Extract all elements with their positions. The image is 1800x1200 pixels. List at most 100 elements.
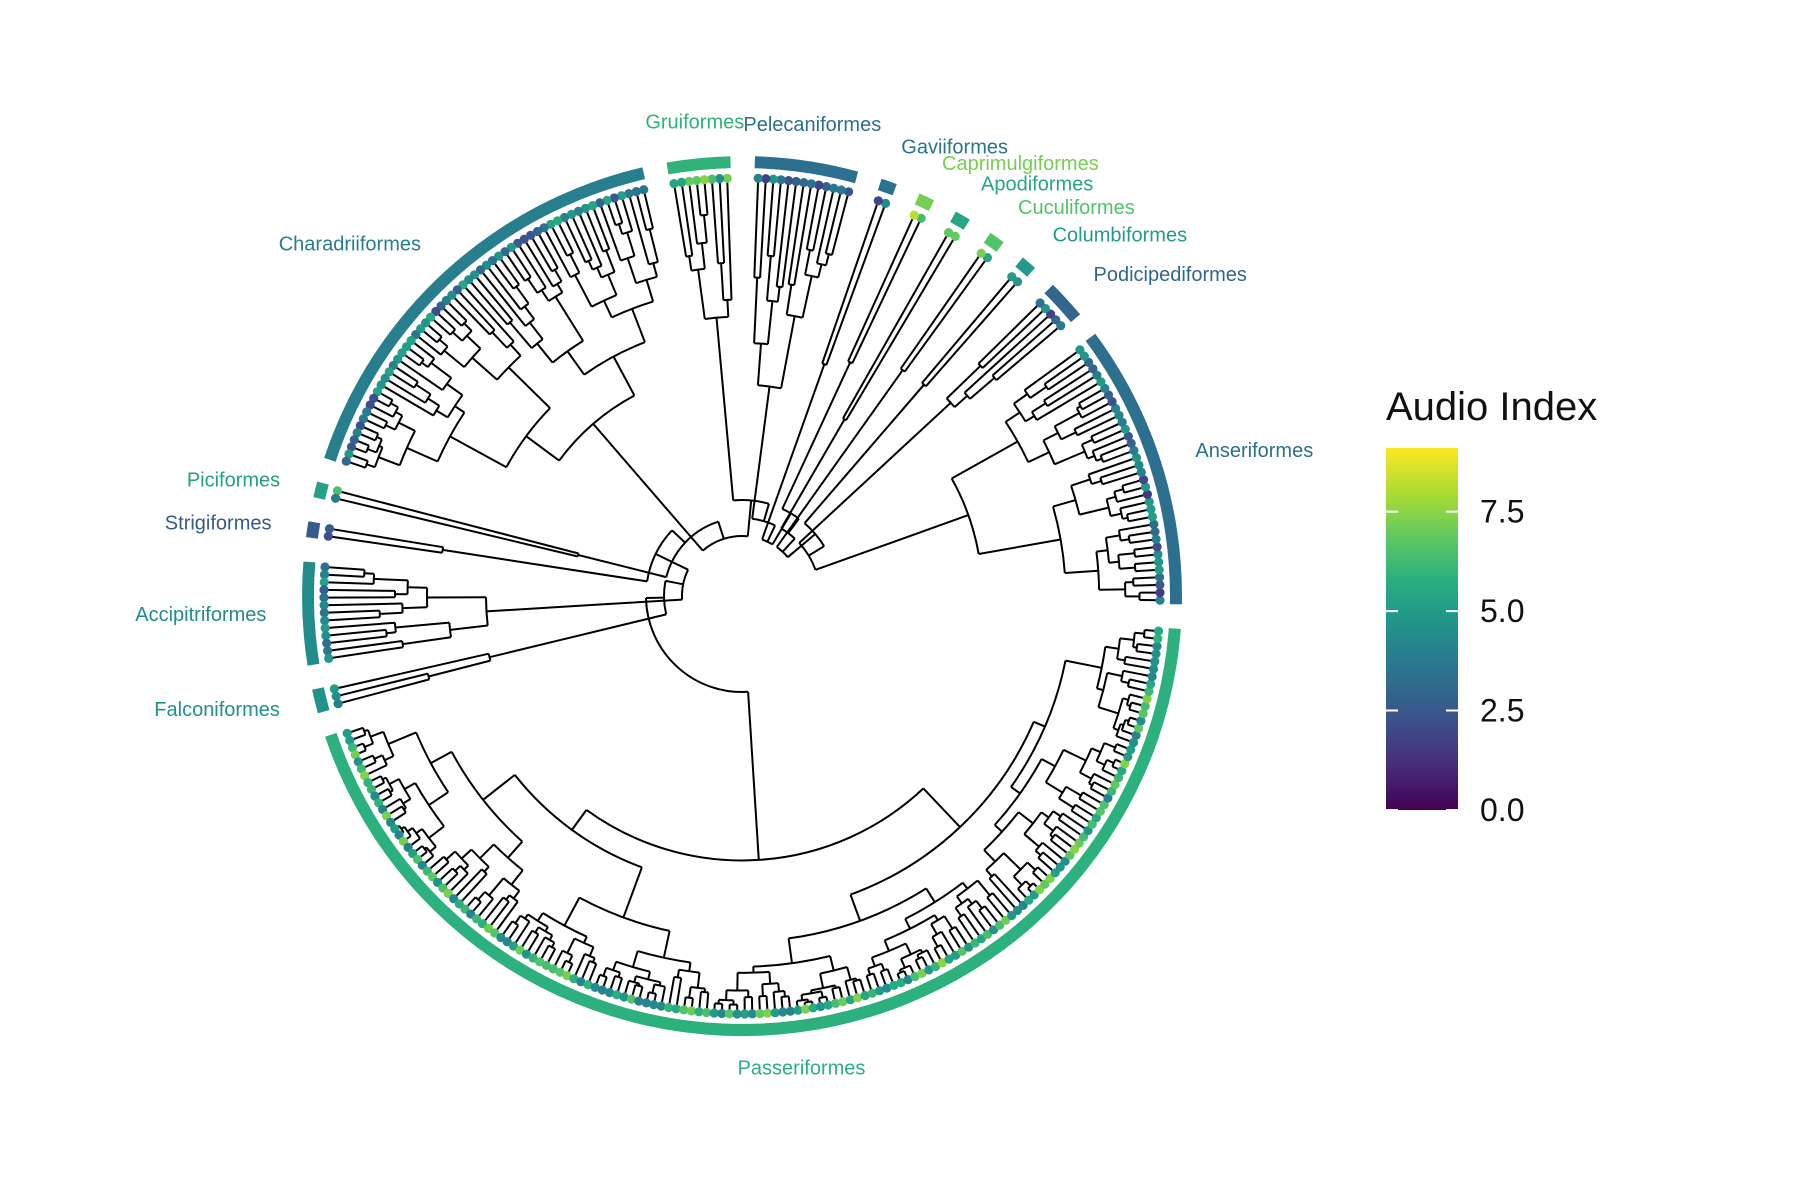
tree-branch	[493, 901, 519, 934]
tree-branch	[717, 521, 725, 540]
tip-dot	[1126, 438, 1136, 448]
tree-branch	[551, 942, 556, 948]
tree-branch	[673, 183, 688, 257]
order-label: Gruiformes	[645, 111, 744, 133]
tip-dot	[1134, 723, 1144, 733]
tree-branch	[384, 755, 394, 762]
tree-branch	[323, 588, 396, 592]
tree-branch	[435, 409, 449, 419]
tree-arc	[362, 727, 367, 736]
tip-dot	[1144, 686, 1154, 697]
tip-dot	[677, 177, 687, 187]
tree-branch	[458, 873, 488, 905]
tree-branch	[812, 186, 828, 251]
order-label: Podicipediformes	[1094, 264, 1247, 286]
tip-dot	[566, 209, 577, 219]
tip-dot	[753, 173, 763, 183]
order-label: Anseriformes	[1195, 440, 1313, 462]
tree-branch	[442, 548, 519, 563]
tree-branch	[1099, 464, 1140, 479]
tree-arc	[866, 972, 874, 977]
tip-dot	[707, 174, 717, 184]
tree-arc	[757, 384, 782, 390]
colorbar-legend: Audio Index 0.0 2.5 5.0 7.5	[1386, 385, 1597, 828]
tip-dot	[814, 180, 824, 190]
tree-branch	[335, 672, 429, 698]
tree-branch	[1100, 442, 1132, 457]
tree-branch	[978, 538, 1061, 555]
order-ring-segment	[1015, 257, 1036, 277]
tree-arc	[1088, 773, 1095, 784]
tree-branch	[808, 545, 825, 557]
tip-dot	[1114, 410, 1124, 420]
tree-branch	[556, 283, 564, 294]
tree-branch	[440, 305, 463, 327]
tip-dot	[692, 175, 702, 186]
tip-dot	[1128, 738, 1139, 748]
tree-branch	[753, 178, 760, 278]
tree-branch	[1003, 852, 1022, 871]
tip-dot	[831, 998, 841, 1009]
tree-branch	[479, 269, 527, 327]
tree-branch	[1120, 723, 1124, 727]
tree-branch	[536, 912, 544, 922]
tree-branch	[549, 223, 568, 257]
tree-branch	[428, 825, 445, 839]
tree-branch	[761, 470, 788, 540]
tip-dot	[1113, 773, 1124, 783]
tip-dot	[569, 974, 579, 984]
tree-branch	[525, 435, 560, 462]
tip-dot	[778, 1007, 788, 1017]
tree-arc	[718, 998, 734, 1002]
tree-branch	[571, 809, 588, 831]
tree-branch	[452, 331, 463, 342]
tree-arc	[432, 405, 441, 417]
tip-dot	[875, 986, 885, 996]
tip-dot	[801, 1004, 811, 1014]
tree-arc	[562, 949, 573, 957]
tree-branch	[404, 782, 416, 790]
tree-branch	[443, 349, 465, 368]
tree-branch	[1031, 402, 1047, 413]
tree-branch	[363, 728, 369, 733]
tip-dot	[1146, 504, 1156, 514]
tree-branch	[388, 778, 400, 785]
tree-arc	[520, 914, 531, 923]
tree-arc	[821, 362, 827, 366]
tree-arc	[531, 338, 544, 349]
tree-branch	[771, 512, 792, 545]
tree-branch	[633, 975, 637, 983]
tree-branch	[1045, 781, 1064, 794]
tree-branch	[710, 179, 719, 264]
tip-dot	[785, 1006, 796, 1016]
tip-dot	[580, 203, 591, 213]
tree-branch	[838, 369, 904, 460]
tree-arc	[1043, 399, 1049, 407]
tree-branch	[1081, 400, 1113, 419]
tree-branch	[620, 195, 634, 232]
tip-dot	[1110, 779, 1120, 790]
tree-branch	[1105, 534, 1120, 539]
tree-arc	[570, 271, 580, 279]
tip-dot	[331, 493, 341, 503]
tree-branch	[903, 257, 989, 373]
tree-branch	[661, 503, 704, 552]
tip-dot	[880, 198, 891, 208]
tree-branch	[925, 887, 936, 903]
tip-dot	[360, 771, 370, 781]
tip-dot	[539, 223, 549, 233]
tree-branch	[995, 324, 1062, 381]
tip-dot	[597, 985, 607, 995]
tip-dot	[350, 750, 360, 760]
tree-arc	[993, 758, 1043, 826]
tree-arc	[576, 553, 580, 557]
tree-branch	[787, 418, 846, 517]
tip-dot	[612, 990, 622, 1000]
tip-dot	[548, 964, 558, 974]
tip-dot	[323, 646, 333, 656]
tree-branch	[671, 529, 686, 544]
tip-dot	[332, 486, 342, 496]
tree-branch	[452, 868, 483, 900]
tree-branch	[1023, 833, 1040, 848]
tree-branch	[1116, 658, 1126, 662]
